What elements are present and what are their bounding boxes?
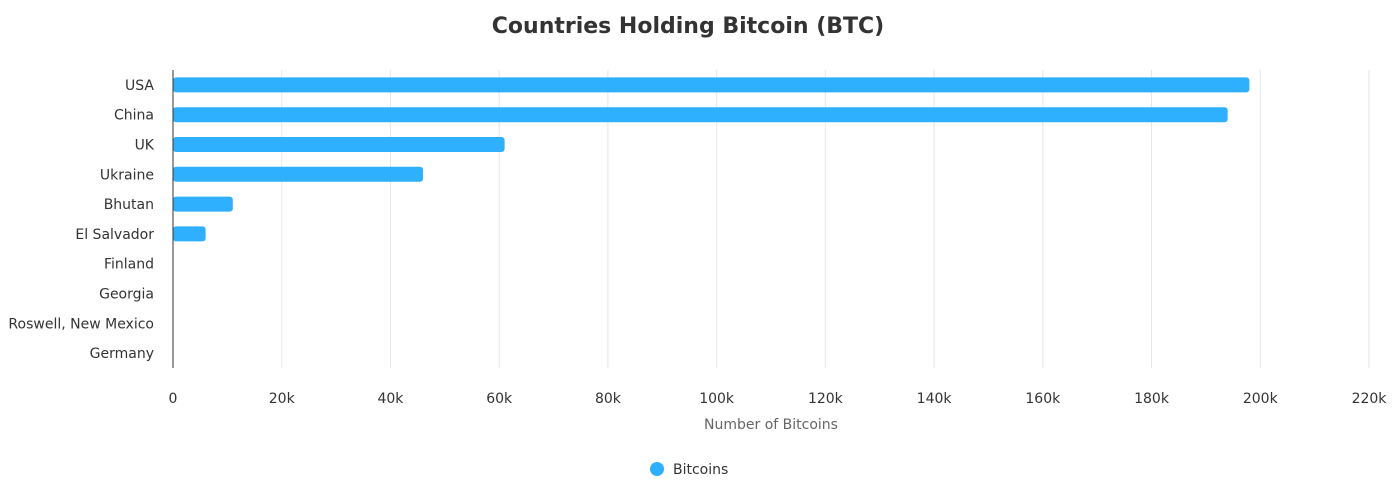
category-labels: USA China UK Ukraine Bhutan El Salvador Finlan… xyxy=(8,78,154,362)
bar[interactable] xyxy=(173,77,1250,93)
category-label: Roswell, New Mexico xyxy=(8,316,154,332)
bar[interactable] xyxy=(173,137,505,152)
category-label: Bhutan xyxy=(104,197,154,213)
legend-label-bitcoins[interactable]: Bitcoins xyxy=(673,462,728,478)
x-tick-label: 100k xyxy=(699,391,735,407)
category-label: Finland xyxy=(104,257,154,273)
category-label: Germany xyxy=(90,346,154,362)
x-tick-label: 140k xyxy=(917,391,953,407)
bar[interactable] xyxy=(173,166,424,182)
x-tick-label: 0 xyxy=(169,391,178,407)
x-tick-label: 220k xyxy=(1352,391,1388,407)
x-axis-ticks: 0 20k 40k 60k 80k 100k 120k 140k 160k 180k 200k 220… xyxy=(169,391,1388,407)
category-label: Ukraine xyxy=(100,167,154,183)
category-label: China xyxy=(114,108,154,124)
x-axis-title: Number of Bitcoins xyxy=(704,417,838,433)
x-tick-label: 200k xyxy=(1243,391,1279,407)
x-tick-label: 180k xyxy=(1134,391,1170,407)
x-tick-label: 80k xyxy=(595,391,622,407)
x-tick-label: 120k xyxy=(808,391,844,407)
legend-marker-bitcoins[interactable] xyxy=(650,462,664,476)
x-tick-label: 20k xyxy=(269,391,296,407)
bar[interactable] xyxy=(173,196,233,212)
x-tick-label: 60k xyxy=(486,391,513,407)
bar[interactable] xyxy=(173,107,1228,123)
x-tick-label: 40k xyxy=(377,391,404,407)
bars xyxy=(173,77,1250,242)
chart-title: Countries Holding Bitcoin (BTC) xyxy=(491,14,885,39)
bar[interactable] xyxy=(173,226,206,242)
legend[interactable]: Bitcoins xyxy=(650,462,728,478)
category-label: Georgia xyxy=(99,287,154,303)
category-label: USA xyxy=(125,78,154,94)
x-tick-label: 160k xyxy=(1025,391,1061,407)
category-label: UK xyxy=(135,138,155,154)
category-label: El Salvador xyxy=(75,227,154,243)
